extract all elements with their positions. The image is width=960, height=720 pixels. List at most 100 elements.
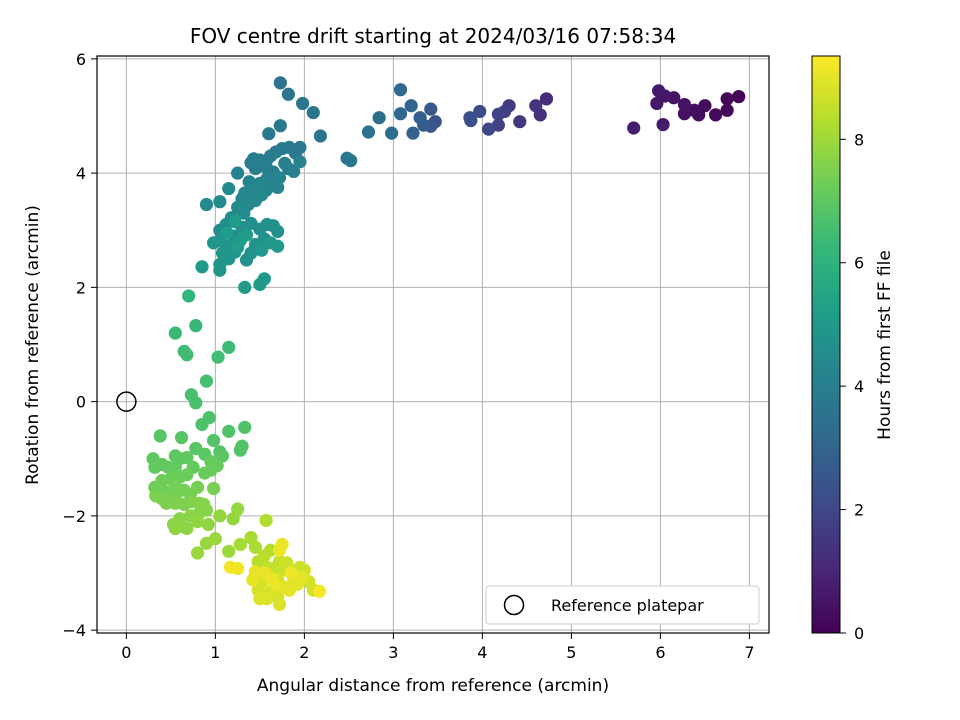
x-tick-label-7: 7 <box>744 643 754 662</box>
data-point <box>233 537 247 552</box>
x-tick-label-3: 3 <box>388 643 398 662</box>
data-point <box>195 417 209 432</box>
data-point <box>213 195 227 209</box>
data-points <box>146 76 746 612</box>
data-point <box>255 188 269 202</box>
data-point <box>529 99 543 113</box>
data-point <box>153 429 167 443</box>
y-axis-label: Rotation from reference (arcmin) <box>23 205 43 485</box>
y-axis-ticks: −4 −2 0 2 4 6 <box>62 50 97 640</box>
x-tick-label-0: 0 <box>121 643 131 662</box>
data-point <box>174 431 189 445</box>
data-point <box>211 350 225 364</box>
data-point <box>513 115 527 129</box>
data-point <box>238 280 252 294</box>
data-point <box>278 156 292 171</box>
data-point <box>264 572 279 586</box>
data-point <box>273 76 287 90</box>
data-point <box>228 215 242 229</box>
data-point <box>393 107 408 121</box>
data-point <box>406 126 420 140</box>
data-point <box>199 197 214 212</box>
data-point <box>272 543 287 557</box>
data-point <box>720 103 734 117</box>
data-point <box>198 466 212 480</box>
data-point <box>473 104 487 119</box>
legend-label-reference: Reference platepar <box>551 596 704 615</box>
data-point <box>708 108 723 122</box>
data-point <box>180 348 194 362</box>
data-point <box>148 460 162 474</box>
x-tick-label-6: 6 <box>655 643 665 662</box>
colorbar-tick-label-1: 2 <box>854 501 864 520</box>
data-point <box>222 181 236 196</box>
data-point <box>312 584 327 598</box>
data-point <box>259 513 273 528</box>
data-point <box>282 583 296 597</box>
data-point <box>272 597 287 612</box>
data-point <box>149 489 163 503</box>
data-point <box>271 224 285 238</box>
plot-frame <box>96 55 770 634</box>
data-point <box>656 117 670 132</box>
data-point <box>372 111 386 125</box>
data-point <box>222 340 236 354</box>
x-axis-label: Angular distance from reference (arcmin) <box>257 676 609 696</box>
colorbar-tick-label-2: 4 <box>854 377 864 396</box>
data-point <box>677 107 692 121</box>
data-point <box>295 570 309 585</box>
y-tick-label-5: 6 <box>76 50 86 69</box>
y-tick-label-4: 4 <box>76 164 86 183</box>
colorbar-tick-label-3: 6 <box>854 254 864 273</box>
legend-box <box>485 585 760 625</box>
data-point <box>253 592 267 606</box>
data-point <box>404 99 418 113</box>
data-point <box>190 480 205 494</box>
data-point <box>284 566 298 580</box>
data-point <box>246 573 260 587</box>
data-point <box>720 92 734 106</box>
data-point <box>233 443 247 457</box>
data-point <box>215 449 230 463</box>
data-point <box>539 92 554 106</box>
data-point <box>220 226 234 240</box>
data-point <box>199 374 214 388</box>
data-point <box>239 228 254 242</box>
legend: Reference platepar <box>485 585 760 625</box>
data-point <box>677 97 692 112</box>
data-point <box>248 540 263 554</box>
grid-lines <box>97 56 769 633</box>
data-point <box>262 127 276 141</box>
data-point <box>385 126 399 140</box>
data-point <box>168 326 182 340</box>
legend-reference-marker <box>503 594 525 616</box>
data-point <box>239 253 254 267</box>
data-point <box>231 240 245 254</box>
data-point <box>296 96 310 111</box>
data-point <box>195 260 209 274</box>
data-point <box>424 102 438 116</box>
y-tick-label-0: −4 <box>62 621 86 640</box>
data-point <box>222 424 236 438</box>
data-point <box>482 122 496 136</box>
data-point <box>231 502 245 516</box>
data-point <box>361 125 376 139</box>
data-point <box>491 107 506 121</box>
colorbar-label: Hours from first FF file <box>875 250 895 440</box>
data-point <box>273 119 287 133</box>
data-point <box>213 509 227 523</box>
data-point <box>627 121 641 135</box>
x-tick-label-5: 5 <box>566 643 576 662</box>
data-point <box>253 277 267 292</box>
x-tick-label-1: 1 <box>210 643 220 662</box>
data-point <box>180 521 194 536</box>
data-point <box>168 521 182 536</box>
data-point <box>206 433 221 448</box>
y-tick-label-3: 2 <box>76 278 86 297</box>
data-point <box>189 319 203 333</box>
data-point <box>208 532 222 546</box>
data-point <box>238 420 252 434</box>
y-tick-label-1: −2 <box>62 507 86 526</box>
data-point <box>413 111 427 125</box>
x-axis-ticks: 0 1 2 3 4 5 6 7 <box>121 633 755 662</box>
